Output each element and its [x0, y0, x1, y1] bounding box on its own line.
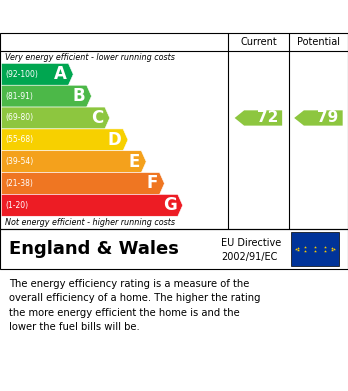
Text: The energy efficiency rating is a measure of the
overall efficiency of a home. T: The energy efficiency rating is a measur… — [9, 279, 260, 332]
Text: (21-38): (21-38) — [6, 179, 33, 188]
Polygon shape — [235, 110, 282, 126]
Text: 2002/91/EC: 2002/91/EC — [221, 252, 277, 262]
Polygon shape — [1, 63, 73, 85]
Text: (1-20): (1-20) — [6, 201, 29, 210]
Bar — [291, 232, 339, 266]
Text: 72: 72 — [256, 111, 278, 126]
Text: (81-91): (81-91) — [6, 91, 33, 100]
Text: D: D — [108, 131, 122, 149]
Text: B: B — [73, 87, 85, 105]
Polygon shape — [1, 107, 110, 129]
Polygon shape — [294, 110, 343, 126]
Text: EU Directive: EU Directive — [221, 238, 281, 248]
Text: Potential: Potential — [297, 37, 340, 47]
Text: Current: Current — [240, 37, 277, 47]
Polygon shape — [1, 194, 183, 216]
Text: C: C — [91, 109, 103, 127]
Text: F: F — [147, 174, 158, 192]
Text: 79: 79 — [317, 111, 339, 126]
Text: (92-100): (92-100) — [6, 70, 38, 79]
Text: G: G — [163, 196, 176, 214]
Text: A: A — [54, 65, 67, 83]
Polygon shape — [1, 129, 128, 151]
Polygon shape — [1, 85, 92, 107]
Polygon shape — [1, 151, 146, 172]
Polygon shape — [1, 172, 164, 194]
Text: Not energy efficient - higher running costs: Not energy efficient - higher running co… — [5, 218, 175, 227]
Text: E: E — [128, 152, 140, 170]
Text: Energy Efficiency Rating: Energy Efficiency Rating — [9, 9, 219, 24]
Text: (69-80): (69-80) — [6, 113, 34, 122]
Text: Very energy efficient - lower running costs: Very energy efficient - lower running co… — [5, 52, 175, 61]
Text: England & Wales: England & Wales — [9, 240, 179, 258]
Text: (39-54): (39-54) — [6, 157, 34, 166]
Text: (55-68): (55-68) — [6, 135, 34, 144]
